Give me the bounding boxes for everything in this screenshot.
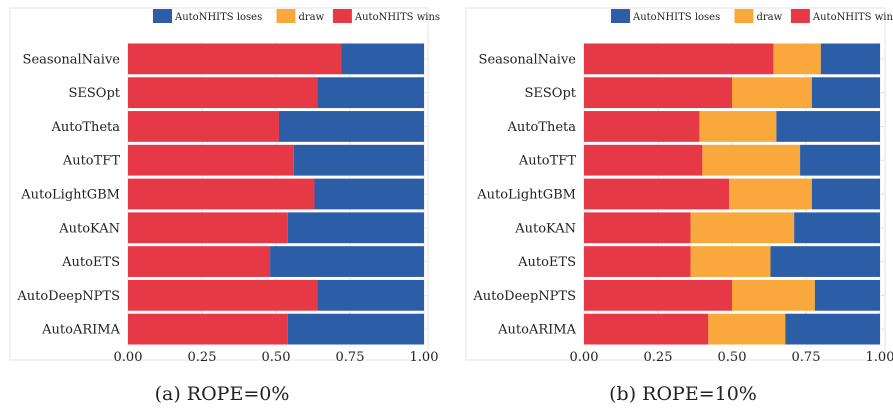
bar-segment: [584, 313, 709, 345]
subfigure-caption: (a) ROPE=0%: [155, 383, 290, 405]
legend-swatch: [153, 9, 172, 23]
bar-segment: [811, 77, 880, 109]
chart-panel: SeasonalNaive SESOpt AutoTheta AutoTFT AutoL…: [465, 7, 893, 405]
legend-label: draw: [757, 12, 783, 23]
bar-segment: [800, 144, 880, 176]
bar-segment: [794, 212, 880, 244]
bar-segment: [128, 313, 288, 345]
bar-segment: [128, 178, 315, 210]
y-tick-label: AutoTheta: [506, 120, 576, 135]
subfigure-caption: (b) ROPE=10%: [609, 383, 757, 405]
bar-segment: [584, 43, 774, 75]
y-tick-label: AutoKAN: [514, 221, 576, 236]
bar-segment: [584, 212, 691, 244]
bar-segment: [128, 77, 318, 109]
bar-segment: [702, 144, 801, 176]
legend-label: AutoNHITS loses: [174, 12, 262, 23]
x-tick-label: 0.50: [262, 350, 291, 365]
bar-segment: [128, 144, 294, 176]
y-tick-label: AutoTFT: [518, 154, 577, 169]
y-tick-label: AutoETS: [61, 255, 120, 270]
legend-swatch: [332, 9, 352, 23]
bar-segment: [278, 111, 424, 142]
legend-label: AutoNHITS wins: [812, 12, 893, 23]
bar-segment: [287, 212, 424, 244]
bar-segment: [814, 279, 880, 311]
bar-segment: [699, 111, 777, 142]
y-tick-label: AutoLightGBM: [20, 188, 120, 203]
legend-swatch: [790, 9, 810, 23]
bar-segment: [314, 178, 424, 210]
legend-label: draw: [299, 12, 325, 23]
bar-segment: [773, 43, 821, 75]
legend-swatch: [276, 9, 296, 23]
y-tick-label: AutoLightGBM: [476, 188, 576, 203]
bar-segment: [811, 178, 880, 210]
bar-segment: [317, 77, 424, 109]
y-tick-label: AutoTheta: [50, 120, 120, 135]
y-tick-label: AutoARIMA: [497, 323, 576, 338]
x-tick-label: 1.00: [410, 350, 439, 365]
bar-segment: [708, 313, 786, 345]
bar-segment: [820, 43, 880, 75]
y-tick-label: AutoKAN: [58, 221, 120, 236]
bar-segment: [128, 111, 279, 142]
bar-segment: [732, 77, 812, 109]
bar-segment: [770, 246, 880, 277]
bar-segment: [128, 279, 318, 311]
y-tick-label: SESOpt: [524, 86, 576, 101]
bar-segment: [128, 43, 342, 75]
bar-segment: [690, 212, 795, 244]
bar-segment: [776, 111, 880, 142]
bar-segment: [584, 246, 691, 277]
y-tick-label: AutoARIMA: [41, 323, 120, 338]
bar-segment: [785, 313, 880, 345]
bar-segment: [690, 246, 771, 277]
bar-segment: [128, 212, 288, 244]
bar-segment: [128, 246, 271, 277]
x-tick-label: 0.75: [792, 350, 821, 365]
bar-segment: [270, 246, 424, 277]
bar-segment: [732, 279, 815, 311]
legend-label: AutoNHITS loses: [632, 12, 720, 23]
legend-swatch: [734, 9, 754, 23]
y-tick-label: SeasonalNaive: [479, 52, 577, 67]
legend-swatch: [611, 9, 630, 23]
bar-segment: [729, 178, 812, 210]
bar-segment: [584, 111, 700, 142]
bar-segment: [293, 144, 424, 176]
legend-label: AutoNHITS wins: [354, 12, 440, 23]
x-tick-label: 1.00: [866, 350, 893, 365]
bar-segment: [584, 279, 732, 311]
x-tick-label: 0.25: [644, 350, 673, 365]
y-tick-label: SeasonalNaive: [23, 52, 121, 67]
bar-segment: [584, 77, 732, 109]
x-tick-label: 0.25: [188, 350, 217, 365]
bar-segment: [317, 279, 424, 311]
chart-panel: SeasonalNaive SESOpt AutoTheta AutoTFT AutoL…: [9, 7, 440, 405]
x-tick-label: 0.75: [336, 350, 365, 365]
x-tick-label: 0.50: [718, 350, 747, 365]
bar-segment: [341, 43, 424, 75]
bar-segment: [584, 144, 703, 176]
y-tick-label: AutoTFT: [62, 154, 121, 169]
x-tick-label: 0.00: [114, 350, 143, 365]
bar-segment: [287, 313, 424, 345]
x-tick-label: 0.00: [570, 350, 599, 365]
y-tick-label: AutoETS: [517, 255, 576, 270]
bar-segment: [584, 178, 730, 210]
y-tick-label: SESOpt: [68, 86, 120, 101]
y-tick-label: AutoDeepNPTS: [472, 289, 576, 304]
y-tick-label: AutoDeepNPTS: [16, 289, 120, 304]
